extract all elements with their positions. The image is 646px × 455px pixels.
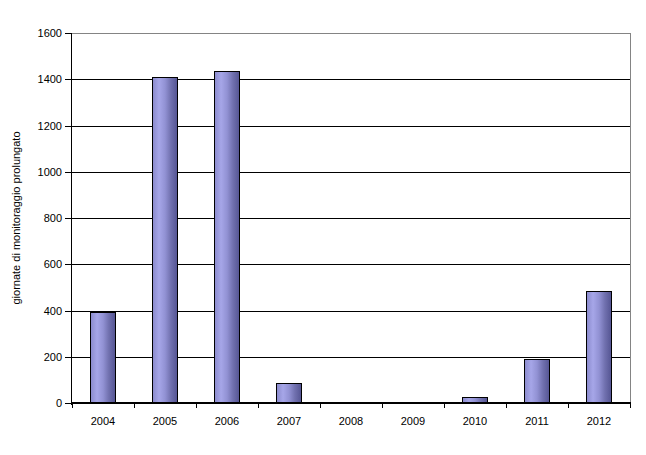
y-tick-label: 800 (0, 212, 62, 224)
y-axis-line (71, 33, 72, 405)
x-tick-mark (258, 404, 259, 408)
bar-2004 (90, 312, 116, 403)
x-tick-label: 2012 (568, 415, 630, 428)
y-tick-mark (65, 403, 71, 404)
x-tick-label: 2011 (506, 415, 568, 428)
x-tick-mark (630, 404, 631, 408)
y-tick-label: 1200 (0, 120, 62, 132)
bar-2012 (586, 291, 612, 403)
y-tick-label: 1000 (0, 166, 62, 178)
x-tick-label: 2007 (258, 415, 320, 428)
x-tick-mark (196, 404, 197, 408)
bar-2010 (462, 397, 488, 403)
x-tick-mark (506, 404, 507, 408)
y-tick-label: 400 (0, 305, 62, 317)
y-tick-mark (65, 311, 71, 312)
bar-2007 (276, 383, 302, 403)
x-tick-mark (444, 404, 445, 408)
y-tick-label: 1400 (0, 73, 62, 85)
x-tick-label: 2010 (444, 415, 506, 428)
x-tick-label: 2005 (134, 415, 196, 428)
x-tick-mark (382, 404, 383, 408)
x-tick-label: 2009 (382, 415, 444, 428)
plot-border-right (630, 33, 631, 403)
bar-2005 (152, 77, 178, 403)
y-tick-label: 200 (0, 351, 62, 363)
y-tick-mark (65, 126, 71, 127)
x-tick-label: 2006 (196, 415, 258, 428)
bar-2006 (214, 71, 240, 403)
x-tick-mark (134, 404, 135, 408)
y-tick-label: 600 (0, 258, 62, 270)
x-tick-label: 2004 (72, 415, 134, 428)
y-tick-mark (65, 357, 71, 358)
x-tick-mark (72, 404, 73, 408)
y-tick-mark (65, 264, 71, 265)
y-tick-mark (65, 218, 71, 219)
y-tick-mark (65, 172, 71, 173)
y-tick-mark (65, 33, 71, 34)
bar-chart: giornate di monitoraggio prolungato 0200… (0, 0, 646, 455)
plot-border-top (72, 33, 631, 34)
y-tick-label: 0 (0, 397, 62, 409)
y-tick-mark (65, 79, 71, 80)
x-tick-mark (320, 404, 321, 408)
x-tick-label: 2008 (320, 415, 382, 428)
y-tick-label: 1600 (0, 27, 62, 39)
x-tick-mark (568, 404, 569, 408)
bar-2011 (524, 359, 550, 403)
